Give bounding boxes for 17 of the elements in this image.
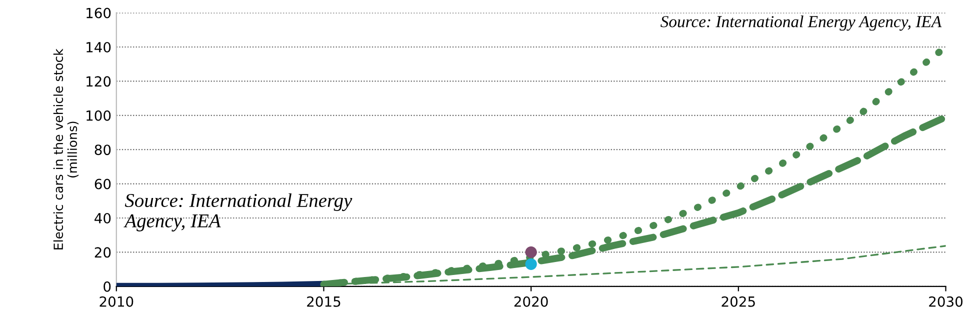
y-tick-label: 0 <box>104 281 111 292</box>
x-tick-label: 2010 <box>100 296 134 307</box>
x-tick-label: 2015 <box>307 296 340 307</box>
x-tick-label: 2025 <box>722 296 755 307</box>
y-tick-label: 80 <box>94 144 111 156</box>
y-tick-label: 120 <box>86 76 111 87</box>
y-tick-label: 60 <box>94 178 111 190</box>
annotation: Source: International Energy Agency, IEA <box>124 193 352 232</box>
x-tick-label: 2030 <box>929 296 962 307</box>
y-tick-label: 160 <box>86 8 111 18</box>
x-tick-label: 2020 <box>514 296 548 307</box>
y-axis-title: Electric cars in the vehicle stock (millions) <box>53 48 79 250</box>
y-tick-label: 140 <box>86 42 111 52</box>
y-tick-label: 20 <box>94 247 111 258</box>
y-tick-label: 100 <box>86 110 111 121</box>
y-tick-label: 40 <box>94 212 111 224</box>
annotation: Source: International Energy Agency, IEA <box>660 16 942 31</box>
